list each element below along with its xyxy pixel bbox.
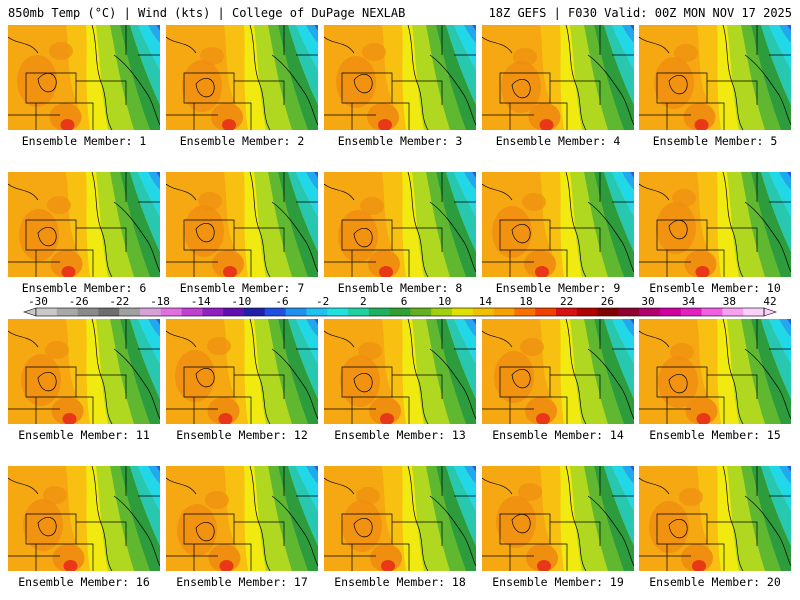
member-map-9 xyxy=(482,172,634,277)
member-map-15 xyxy=(639,319,791,424)
colorbar-tick-label: -14 xyxy=(191,296,211,308)
member-map-2 xyxy=(166,25,318,130)
colorbar-tick-label: -18 xyxy=(150,296,170,308)
colorbar-tick-label: -10 xyxy=(231,296,251,308)
colorbar-arrow-right xyxy=(763,307,777,317)
colorbar-swatch xyxy=(743,308,765,316)
member-map-14 xyxy=(482,319,634,424)
member-map-17 xyxy=(166,466,318,571)
member-map-18 xyxy=(324,466,476,571)
member-label-15: Ensemble Member: 15 xyxy=(649,428,781,442)
member-map-7 xyxy=(166,172,318,277)
member-label-16: Ensemble Member: 16 xyxy=(18,575,150,589)
colorbar-swatch xyxy=(264,308,286,316)
colorbar-arrow-left xyxy=(23,307,37,317)
colorbar-swatch xyxy=(202,308,224,316)
colorbar-swatch xyxy=(535,308,557,316)
colorbar-tick-label: -26 xyxy=(69,296,89,308)
member-map-1 xyxy=(8,25,160,130)
member-label-19: Ensemble Member: 19 xyxy=(492,575,624,589)
colorbar-swatch xyxy=(452,308,474,316)
colorbar-swatch xyxy=(306,308,328,316)
colorbar-swatch xyxy=(77,308,99,316)
colorbar-swatch xyxy=(701,308,723,316)
member-label-4: Ensemble Member: 4 xyxy=(495,134,621,148)
member-map-13 xyxy=(324,319,476,424)
colorbar-swatch xyxy=(514,308,536,316)
colorbar-swatch xyxy=(348,308,370,316)
colorbar-swatch xyxy=(327,308,349,316)
member-label-9: Ensemble Member: 9 xyxy=(495,281,621,295)
colorbar-tick-label: -2 xyxy=(316,296,329,308)
colorbar-tick-label: 42 xyxy=(763,296,776,308)
member-label-13: Ensemble Member: 13 xyxy=(334,428,466,442)
colorbar-swatch xyxy=(181,308,203,316)
colorbar-tick-label: 18 xyxy=(519,296,532,308)
member-map-6 xyxy=(8,172,160,277)
colorbar-tick-label: 34 xyxy=(682,296,696,308)
map-title: 850mb Temp (°C) | Wind (kts) | College o… xyxy=(8,6,406,20)
member-label-5: Ensemble Member: 5 xyxy=(652,134,778,148)
valid-time: 18Z GEFS | F030 Valid: 00Z MON NOV 17 20… xyxy=(488,6,792,20)
member-label-12: Ensemble Member: 12 xyxy=(176,428,308,442)
member-label-11: Ensemble Member: 11 xyxy=(18,428,150,442)
colorbar-tick-label: -6 xyxy=(275,296,288,308)
colorbar-swatch xyxy=(597,308,619,316)
member-label-3: Ensemble Member: 3 xyxy=(337,134,463,148)
member-map-16 xyxy=(8,466,160,571)
colorbar-swatch xyxy=(244,308,266,316)
colorbar-swatch xyxy=(556,308,578,316)
colorbar-tick-label: 38 xyxy=(723,296,736,308)
colorbar-swatch xyxy=(660,308,682,316)
member-label-20: Ensemble Member: 20 xyxy=(649,575,781,589)
member-map-19 xyxy=(482,466,634,571)
colorbar-swatch xyxy=(160,308,182,316)
member-label-1: Ensemble Member: 1 xyxy=(21,134,147,148)
member-label-10: Ensemble Member: 10 xyxy=(649,281,781,295)
colorbar-tick-label: 30 xyxy=(641,296,654,308)
colorbar-swatch xyxy=(639,308,661,316)
member-label-7: Ensemble Member: 7 xyxy=(179,281,305,295)
member-label-18: Ensemble Member: 18 xyxy=(334,575,466,589)
colorbar-tick-label: 6 xyxy=(401,296,408,308)
colorbar-swatch xyxy=(722,308,744,316)
colorbar-swatch xyxy=(576,308,598,316)
colorbar-tick-label: -30 xyxy=(28,296,48,308)
colorbar-swatch xyxy=(680,308,702,316)
colorbar-tick-label: -22 xyxy=(109,296,129,308)
colorbar-swatch xyxy=(119,308,141,316)
colorbar-swatch xyxy=(493,308,515,316)
member-map-3 xyxy=(324,25,476,130)
colorbar-swatch xyxy=(389,308,411,316)
colorbar-tick-label: 26 xyxy=(601,296,614,308)
colorbar-tick-label: 2 xyxy=(360,296,367,308)
member-map-12 xyxy=(166,319,318,424)
colorbar-swatch xyxy=(368,308,390,316)
colorbar-swatch xyxy=(98,308,120,316)
member-map-4 xyxy=(482,25,634,130)
colorbar-tick-label: 14 xyxy=(479,296,493,308)
colorbar-swatch xyxy=(223,308,245,316)
member-map-5 xyxy=(639,25,791,130)
colorbar-tick-label: 10 xyxy=(438,296,451,308)
member-map-11 xyxy=(8,319,160,424)
colorbar-swatch xyxy=(56,308,78,316)
member-label-17: Ensemble Member: 17 xyxy=(176,575,308,589)
colorbar-swatch xyxy=(618,308,640,316)
member-label-8: Ensemble Member: 8 xyxy=(337,281,463,295)
colorbar-swatch xyxy=(410,308,432,316)
colorbar-swatch xyxy=(285,308,307,316)
colorbar-tick-label: 22 xyxy=(560,296,573,308)
colorbar-swatch xyxy=(36,308,58,316)
member-map-10 xyxy=(639,172,791,277)
member-label-6: Ensemble Member: 6 xyxy=(21,281,147,295)
colorbar-swatch xyxy=(140,308,162,316)
colorbar-swatch xyxy=(472,308,494,316)
colorbar-swatch xyxy=(431,308,453,316)
member-label-14: Ensemble Member: 14 xyxy=(492,428,624,442)
member-map-20 xyxy=(639,466,791,571)
member-label-2: Ensemble Member: 2 xyxy=(179,134,305,148)
member-map-8 xyxy=(324,172,476,277)
temperature-colorbar: -30 -26 -22 -18 -14 -10 -6 -2 2 6 10 14 18 22 26 30 34 38… xyxy=(23,296,777,317)
